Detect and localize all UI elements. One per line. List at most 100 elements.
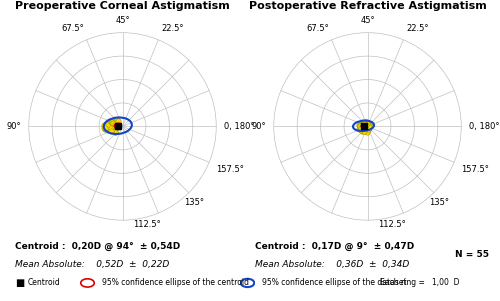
Point (101, 126, 109, 131)
Point (104, 122, 112, 127)
Point (109, 121, 117, 126)
Point (365, 123, 373, 128)
Point (364, 126, 372, 131)
Point (114, 121, 122, 126)
Text: ■: ■ (15, 278, 24, 288)
Point (360, 119, 368, 124)
Point (114, 125, 122, 129)
Point (356, 122, 364, 127)
Point (356, 123, 364, 128)
Point (365, 125, 373, 130)
Point (364, 126, 372, 131)
Point (360, 121, 368, 126)
Point (360, 121, 368, 126)
Point (357, 128, 365, 132)
Point (358, 127, 366, 132)
Point (358, 126, 366, 130)
Point (108, 128, 116, 133)
Point (107, 126, 115, 130)
Point (360, 121, 368, 126)
Text: Mean Absolute:    0,52D  ±  0,22D: Mean Absolute: 0,52D ± 0,22D (15, 260, 169, 269)
Point (358, 122, 366, 126)
Point (362, 123, 370, 128)
Point (360, 128, 368, 133)
Point (104, 123, 112, 128)
Text: Centroid :  0,17D @ 9°  ± 0,47D: Centroid : 0,17D @ 9° ± 0,47D (255, 242, 414, 251)
Text: 135°: 135° (184, 198, 204, 207)
Point (105, 128, 113, 132)
Point (106, 125, 114, 129)
Point (104, 120, 112, 125)
Point (112, 120, 120, 125)
Text: 45°: 45° (360, 16, 375, 25)
Text: 157.5°: 157.5° (216, 165, 244, 174)
Text: Centroid: Centroid (28, 278, 60, 287)
Text: 90°: 90° (252, 122, 266, 131)
Point (100, 126, 108, 130)
Text: Mean Absolute:    0,36D  ±  0,34D: Mean Absolute: 0,36D ± 0,34D (255, 260, 409, 269)
Point (114, 123, 122, 128)
Point (114, 118, 122, 123)
Point (358, 123, 366, 128)
Point (110, 121, 118, 126)
Point (110, 122, 118, 126)
Point (111, 119, 119, 124)
Point (100, 123, 108, 127)
Point (362, 119, 370, 124)
Point (108, 119, 116, 124)
Point (360, 123, 368, 128)
Text: 22.5°: 22.5° (406, 24, 428, 33)
Point (110, 118, 118, 123)
Point (112, 119, 120, 124)
Text: 45°: 45° (115, 16, 130, 25)
Text: 67.5°: 67.5° (306, 24, 329, 33)
Text: 90°: 90° (6, 122, 21, 131)
Text: 157.5°: 157.5° (461, 165, 489, 174)
Point (362, 121, 370, 126)
Text: Each ring =   1,00  D: Each ring = 1,00 D (380, 278, 460, 287)
Point (363, 120, 371, 125)
Point (360, 129, 368, 134)
Point (102, 123, 110, 128)
Point (360, 122, 368, 126)
Text: 112.5°: 112.5° (134, 220, 161, 229)
Point (362, 126, 370, 131)
Text: 22.5°: 22.5° (161, 24, 184, 33)
Point (108, 123, 116, 128)
Point (364, 128, 372, 132)
Point (360, 123, 368, 127)
Point (107, 120, 115, 125)
Point (356, 123, 364, 128)
Point (358, 126, 366, 131)
Point (356, 127, 364, 132)
Point (356, 125, 364, 129)
Point (361, 127, 369, 132)
Point (362, 127, 370, 132)
Point (354, 123, 362, 127)
Point (110, 129, 118, 134)
Point (364, 122, 372, 126)
Point (102, 121, 110, 126)
Point (112, 120, 120, 125)
Point (106, 126, 114, 131)
Point (112, 129, 120, 134)
Point (104, 128, 112, 132)
Text: 95% confidence ellipse of the dataset: 95% confidence ellipse of the dataset (262, 278, 407, 287)
Point (106, 123, 114, 128)
Text: 0, 180°: 0, 180° (224, 122, 254, 131)
Point (113, 118, 121, 123)
Point (360, 122, 368, 127)
Point (362, 120, 370, 125)
Point (104, 126, 112, 131)
Point (106, 123, 114, 127)
Point (361, 122, 369, 127)
Point (359, 120, 367, 125)
Text: N = 55: N = 55 (455, 250, 489, 259)
Point (104, 124, 112, 129)
Point (102, 127, 110, 132)
Text: Centroid :  0,20D @ 94°  ± 0,54D: Centroid : 0,20D @ 94° ± 0,54D (15, 242, 180, 251)
Text: 135°: 135° (429, 198, 449, 207)
Point (106, 125, 114, 130)
Point (363, 121, 371, 126)
Point (358, 128, 366, 133)
